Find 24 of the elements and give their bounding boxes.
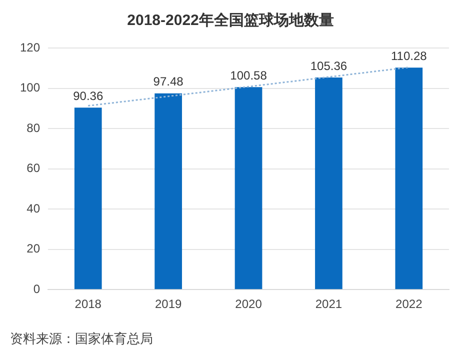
bar [395,68,423,290]
data-label: 110.28 [390,48,428,63]
x-tick-label: 2018 [74,297,102,312]
x-tick-label: 2021 [315,297,342,312]
y-tick-label: 40 [26,201,40,216]
data-label: 90.36 [73,88,104,103]
bar [315,77,342,290]
bar [234,87,262,290]
text: 资料来源：国家体育总局 [9,330,154,348]
y-tick-label: 80 [26,120,40,135]
x-tick-label: 2022 [396,297,423,312]
bar [154,93,182,290]
bar [74,108,102,290]
data-label: 100.58 [230,68,268,82]
x-tick-label: 2020 [235,297,262,312]
y-tick-label: 60 [26,161,40,176]
data-label: 105.36 [310,58,348,73]
x-tick-label: 2019 [154,297,182,312]
y-tick-label: 100 [20,80,40,95]
y-tick-label: 120 [20,40,40,54]
chart-title: 2018-2022年全国篮球场地数量 [127,12,334,30]
data-label: 97.48 [153,74,184,89]
y-tick-label: 0 [33,282,40,296]
y-tick-label: 20 [26,242,40,256]
